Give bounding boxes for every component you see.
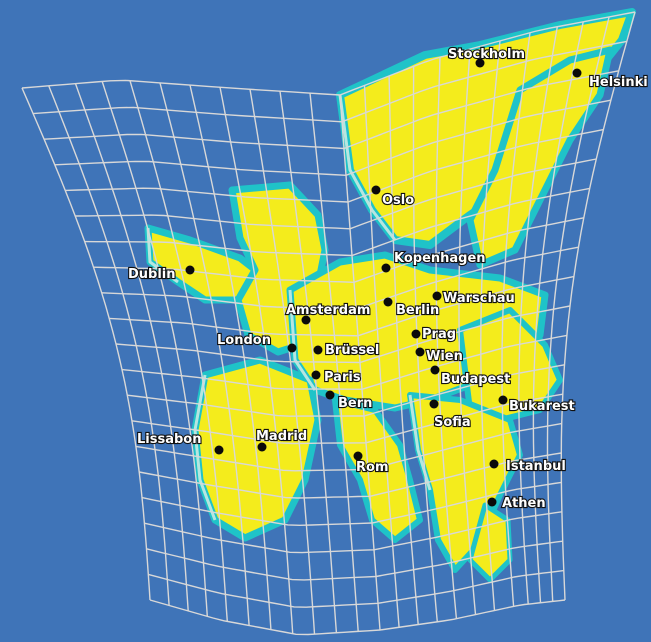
city-label: Budapest xyxy=(441,372,510,387)
grid-parallel xyxy=(65,128,604,203)
city-marker xyxy=(430,365,440,375)
city-label: Dublin xyxy=(128,267,176,282)
grid-parallel xyxy=(139,452,562,499)
grid-parallel xyxy=(75,158,597,230)
city-label: Wien xyxy=(426,349,463,364)
city-marker xyxy=(371,185,381,195)
coast-highlight xyxy=(146,94,432,521)
city-label: Bern xyxy=(338,396,372,411)
grid-parallel xyxy=(54,99,612,177)
city-rom: Rom xyxy=(353,451,390,476)
landmass-italy xyxy=(332,397,423,543)
grid-parallel xyxy=(21,11,636,96)
city-marker xyxy=(383,297,393,307)
city-marker xyxy=(185,265,195,275)
city-layer: Stockholm Helsinki Oslo Kopenhagen Dublin Ams… xyxy=(127,46,649,512)
landmass-finland-baltic xyxy=(466,46,614,269)
landmass-aegean xyxy=(467,502,513,583)
city-budapest: Budapest xyxy=(430,365,511,388)
city-bukarest: Bukarest xyxy=(498,395,576,415)
city-marker xyxy=(381,263,391,273)
grid-parallel xyxy=(101,246,579,310)
city-label: Bukarest xyxy=(509,399,575,414)
city-label: Rom xyxy=(356,460,389,475)
city-label: Sofia xyxy=(434,415,471,430)
city-berlin: Berlin xyxy=(383,297,440,319)
city-marker xyxy=(429,399,439,409)
grid-parallel xyxy=(44,70,619,150)
city-oslo: Oslo xyxy=(371,185,415,209)
city-label: Brüssel xyxy=(325,343,379,358)
city-label: London xyxy=(217,333,271,348)
city-marker xyxy=(301,315,311,325)
city-label: Kopenhagen xyxy=(394,251,486,266)
grid-parallel xyxy=(121,334,568,391)
city-label: Berlin xyxy=(396,303,439,318)
city-amsterdam: Amsterdam xyxy=(285,302,372,325)
city-marker xyxy=(487,497,497,507)
city-madrid: Madrid xyxy=(255,428,308,452)
distortion-grid xyxy=(21,11,636,636)
city-label: Oslo xyxy=(382,193,414,208)
grid-parallel xyxy=(115,305,571,364)
city-marker xyxy=(572,68,582,78)
grid-parallel xyxy=(33,40,627,123)
city-label: Lissabon xyxy=(137,432,201,447)
city-marker xyxy=(498,395,508,405)
grid-parallel xyxy=(135,422,562,472)
city-wien: Wien xyxy=(415,347,464,365)
city-paris: Paris xyxy=(311,369,362,386)
city-label: Prag xyxy=(422,327,456,342)
city-label: Madrid xyxy=(256,429,307,444)
grid-parallel xyxy=(109,275,575,337)
city-marker xyxy=(415,347,425,357)
city-athen: Athen xyxy=(487,495,547,512)
city-label: Istanbul xyxy=(506,459,566,474)
city-sofia: Sofia xyxy=(429,399,472,431)
city-kopenhagen: Kopenhagen xyxy=(381,250,487,273)
grid-parallel xyxy=(146,540,563,581)
city-label: Warschau xyxy=(443,291,515,306)
city-marker xyxy=(313,345,323,355)
grid-parallel xyxy=(84,187,590,257)
city-marker xyxy=(287,343,297,353)
city-marker xyxy=(214,445,224,455)
city-marker xyxy=(432,291,442,301)
grid-parallel xyxy=(148,569,564,608)
city-brussel: Brüssel xyxy=(313,342,380,359)
city-prag: Prag xyxy=(411,326,457,343)
city-marker xyxy=(353,451,363,461)
city-london: London xyxy=(216,332,297,353)
grid-parallel xyxy=(127,364,565,417)
city-label: Paris xyxy=(324,370,361,385)
grid-parallel xyxy=(149,599,566,636)
grid-parallel xyxy=(131,393,563,445)
city-marker xyxy=(311,370,321,380)
city-label: Helsinki xyxy=(589,75,648,90)
city-warschau: Warschau xyxy=(432,290,516,307)
city-label: Stockholm xyxy=(448,47,525,62)
grid-parallel xyxy=(141,481,562,527)
city-label: Amsterdam xyxy=(286,303,370,318)
city-dublin: Dublin xyxy=(127,265,195,283)
grid-parallel xyxy=(144,511,562,554)
city-label: Athen xyxy=(502,496,546,511)
city-stockholm: Stockholm xyxy=(447,46,526,68)
city-lissabon: Lissabon xyxy=(136,431,224,455)
city-marker xyxy=(325,390,335,400)
city-marker xyxy=(257,442,267,452)
city-marker xyxy=(475,58,485,68)
city-helsinki: Helsinki xyxy=(572,68,649,91)
grid-parallel xyxy=(93,217,584,284)
city-marker xyxy=(411,329,421,339)
city-marker xyxy=(489,459,499,469)
city-bern: Bern xyxy=(325,390,374,412)
city-istanbul: Istanbul xyxy=(489,458,567,475)
